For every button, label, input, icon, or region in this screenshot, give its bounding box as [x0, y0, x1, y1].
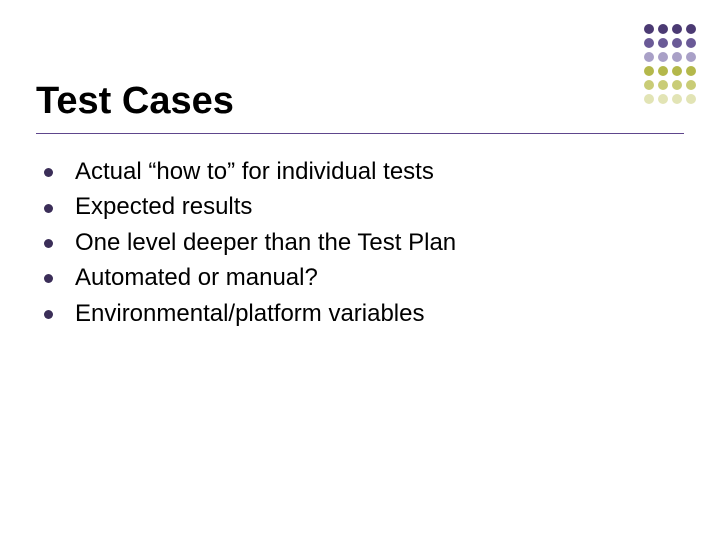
- bullet-text: Automated or manual?: [75, 262, 318, 294]
- bullet-dot-icon: [44, 274, 53, 283]
- bullet-dot-icon: [44, 239, 53, 248]
- decoration-dot-icon: [658, 38, 668, 48]
- bullet-dot-icon: [44, 204, 53, 213]
- decoration-dot-icon: [686, 94, 696, 104]
- bullet-item: Expected results: [44, 191, 660, 223]
- bullet-text: Environmental/platform variables: [75, 298, 425, 330]
- decoration-dot-icon: [658, 66, 668, 76]
- decoration-dot-icon: [672, 66, 682, 76]
- decoration-dot-icon: [672, 24, 682, 34]
- bullet-item: Environmental/platform variables: [44, 298, 660, 330]
- bullet-text: Expected results: [75, 191, 252, 223]
- decoration-dot-icon: [644, 66, 654, 76]
- title-block: Test Cases: [36, 80, 684, 134]
- decoration-dot-icon: [644, 38, 654, 48]
- bullet-dot-icon: [44, 168, 53, 177]
- decoration-dot-icon: [686, 24, 696, 34]
- title-underline: [36, 133, 684, 134]
- bullet-text: One level deeper than the Test Plan: [75, 227, 456, 259]
- decoration-dot-icon: [644, 24, 654, 34]
- bullet-item: Actual “how to” for individual tests: [44, 156, 660, 188]
- bullet-list: Actual “how to” for individual testsExpe…: [44, 156, 660, 330]
- bullet-item: Automated or manual?: [44, 262, 660, 294]
- bullet-text: Actual “how to” for individual tests: [75, 156, 434, 188]
- decoration-dot-icon: [672, 52, 682, 62]
- slide: Test Cases Actual “how to” for individua…: [0, 0, 720, 540]
- decoration-dot-icon: [686, 38, 696, 48]
- body-block: Actual “how to” for individual testsExpe…: [44, 156, 660, 333]
- decoration-dot-icon: [658, 52, 668, 62]
- bullet-item: One level deeper than the Test Plan: [44, 227, 660, 259]
- decoration-dot-icon: [686, 80, 696, 90]
- decoration-dot-icon: [686, 52, 696, 62]
- decoration-dot-icon: [672, 38, 682, 48]
- decoration-dot-icon: [686, 66, 696, 76]
- decoration-dot-icon: [644, 52, 654, 62]
- slide-title: Test Cases: [36, 80, 684, 133]
- bullet-dot-icon: [44, 310, 53, 319]
- decoration-dot-icon: [658, 24, 668, 34]
